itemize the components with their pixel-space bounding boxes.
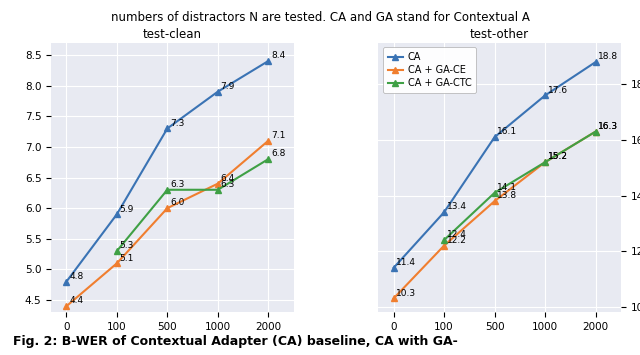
Text: 11.4: 11.4 (396, 258, 417, 267)
Text: 4.8: 4.8 (69, 272, 83, 281)
Title: test-other: test-other (470, 28, 529, 42)
Text: 16.1: 16.1 (497, 127, 518, 136)
CA (214, 89, 221, 94)
CA + GA-CE (440, 244, 448, 248)
Line: CA: CA (391, 59, 598, 271)
CA (440, 210, 448, 214)
Text: 5.9: 5.9 (120, 204, 134, 213)
Text: 5.3: 5.3 (120, 241, 134, 250)
Text: 15.2: 15.2 (548, 152, 568, 162)
CA + GA-CE (592, 130, 600, 134)
CA + GA-CE (541, 160, 549, 164)
CA (63, 280, 70, 284)
CA + GA-CTC (214, 188, 221, 192)
CA (592, 60, 600, 64)
Text: 16.3: 16.3 (598, 122, 618, 131)
Text: 17.6: 17.6 (548, 86, 568, 95)
Text: 6.3: 6.3 (170, 180, 184, 189)
CA + GA-CTC (491, 191, 499, 195)
CA (163, 126, 171, 131)
Text: 4.4: 4.4 (69, 296, 83, 306)
Text: 13.8: 13.8 (497, 191, 518, 200)
Text: 6.4: 6.4 (221, 174, 235, 183)
CA (491, 135, 499, 139)
Text: 12.4: 12.4 (447, 230, 467, 239)
CA + GA-CE (390, 296, 397, 301)
Text: 7.9: 7.9 (221, 82, 235, 91)
Line: CA: CA (63, 58, 271, 284)
CA + GA-CTC (113, 249, 121, 253)
Text: 8.4: 8.4 (271, 51, 285, 60)
Text: 6.0: 6.0 (170, 198, 184, 207)
Text: 6.3: 6.3 (221, 180, 235, 189)
Text: 14.1: 14.1 (497, 183, 517, 192)
Text: 16.3: 16.3 (598, 122, 618, 131)
CA + GA-CTC (541, 160, 549, 164)
Line: CA + GA-CE: CA + GA-CE (63, 138, 271, 309)
Text: 5.1: 5.1 (120, 253, 134, 263)
Text: 18.8: 18.8 (598, 52, 618, 61)
Text: 6.8: 6.8 (271, 149, 285, 158)
CA + GA-CE (491, 199, 499, 203)
Legend: CA, CA + GA-CE, CA + GA-CTC: CA, CA + GA-CE, CA + GA-CTC (383, 48, 476, 93)
CA + GA-CTC (592, 130, 600, 134)
Line: CA + GA-CTC: CA + GA-CTC (442, 129, 598, 243)
Text: 15.2: 15.2 (548, 152, 568, 162)
CA (113, 212, 121, 217)
Text: 7.1: 7.1 (271, 131, 285, 140)
CA + GA-CTC (264, 157, 272, 161)
Text: 7.3: 7.3 (170, 119, 184, 128)
Line: CA + GA-CTC: CA + GA-CTC (114, 156, 271, 254)
CA + GA-CE (63, 304, 70, 308)
CA + GA-CE (214, 181, 221, 186)
CA (541, 93, 549, 98)
Text: 12.2: 12.2 (447, 236, 467, 245)
Title: test-clean: test-clean (143, 28, 202, 42)
CA + GA-CE (163, 206, 171, 210)
Text: 13.4: 13.4 (447, 202, 467, 212)
Text: numbers of distractors N are tested. CA and GA stand for Contextual A: numbers of distractors N are tested. CA … (111, 11, 529, 24)
Text: 10.3: 10.3 (396, 289, 417, 298)
Line: CA + GA-CE: CA + GA-CE (391, 129, 598, 301)
Text: Fig. 2: B-WER of Contextual Adapter (CA) baseline, CA with GA-: Fig. 2: B-WER of Contextual Adapter (CA)… (13, 335, 458, 348)
CA (264, 59, 272, 63)
CA + GA-CE (113, 261, 121, 266)
CA + GA-CE (264, 138, 272, 143)
CA (390, 266, 397, 270)
CA + GA-CTC (440, 238, 448, 242)
CA + GA-CTC (163, 188, 171, 192)
